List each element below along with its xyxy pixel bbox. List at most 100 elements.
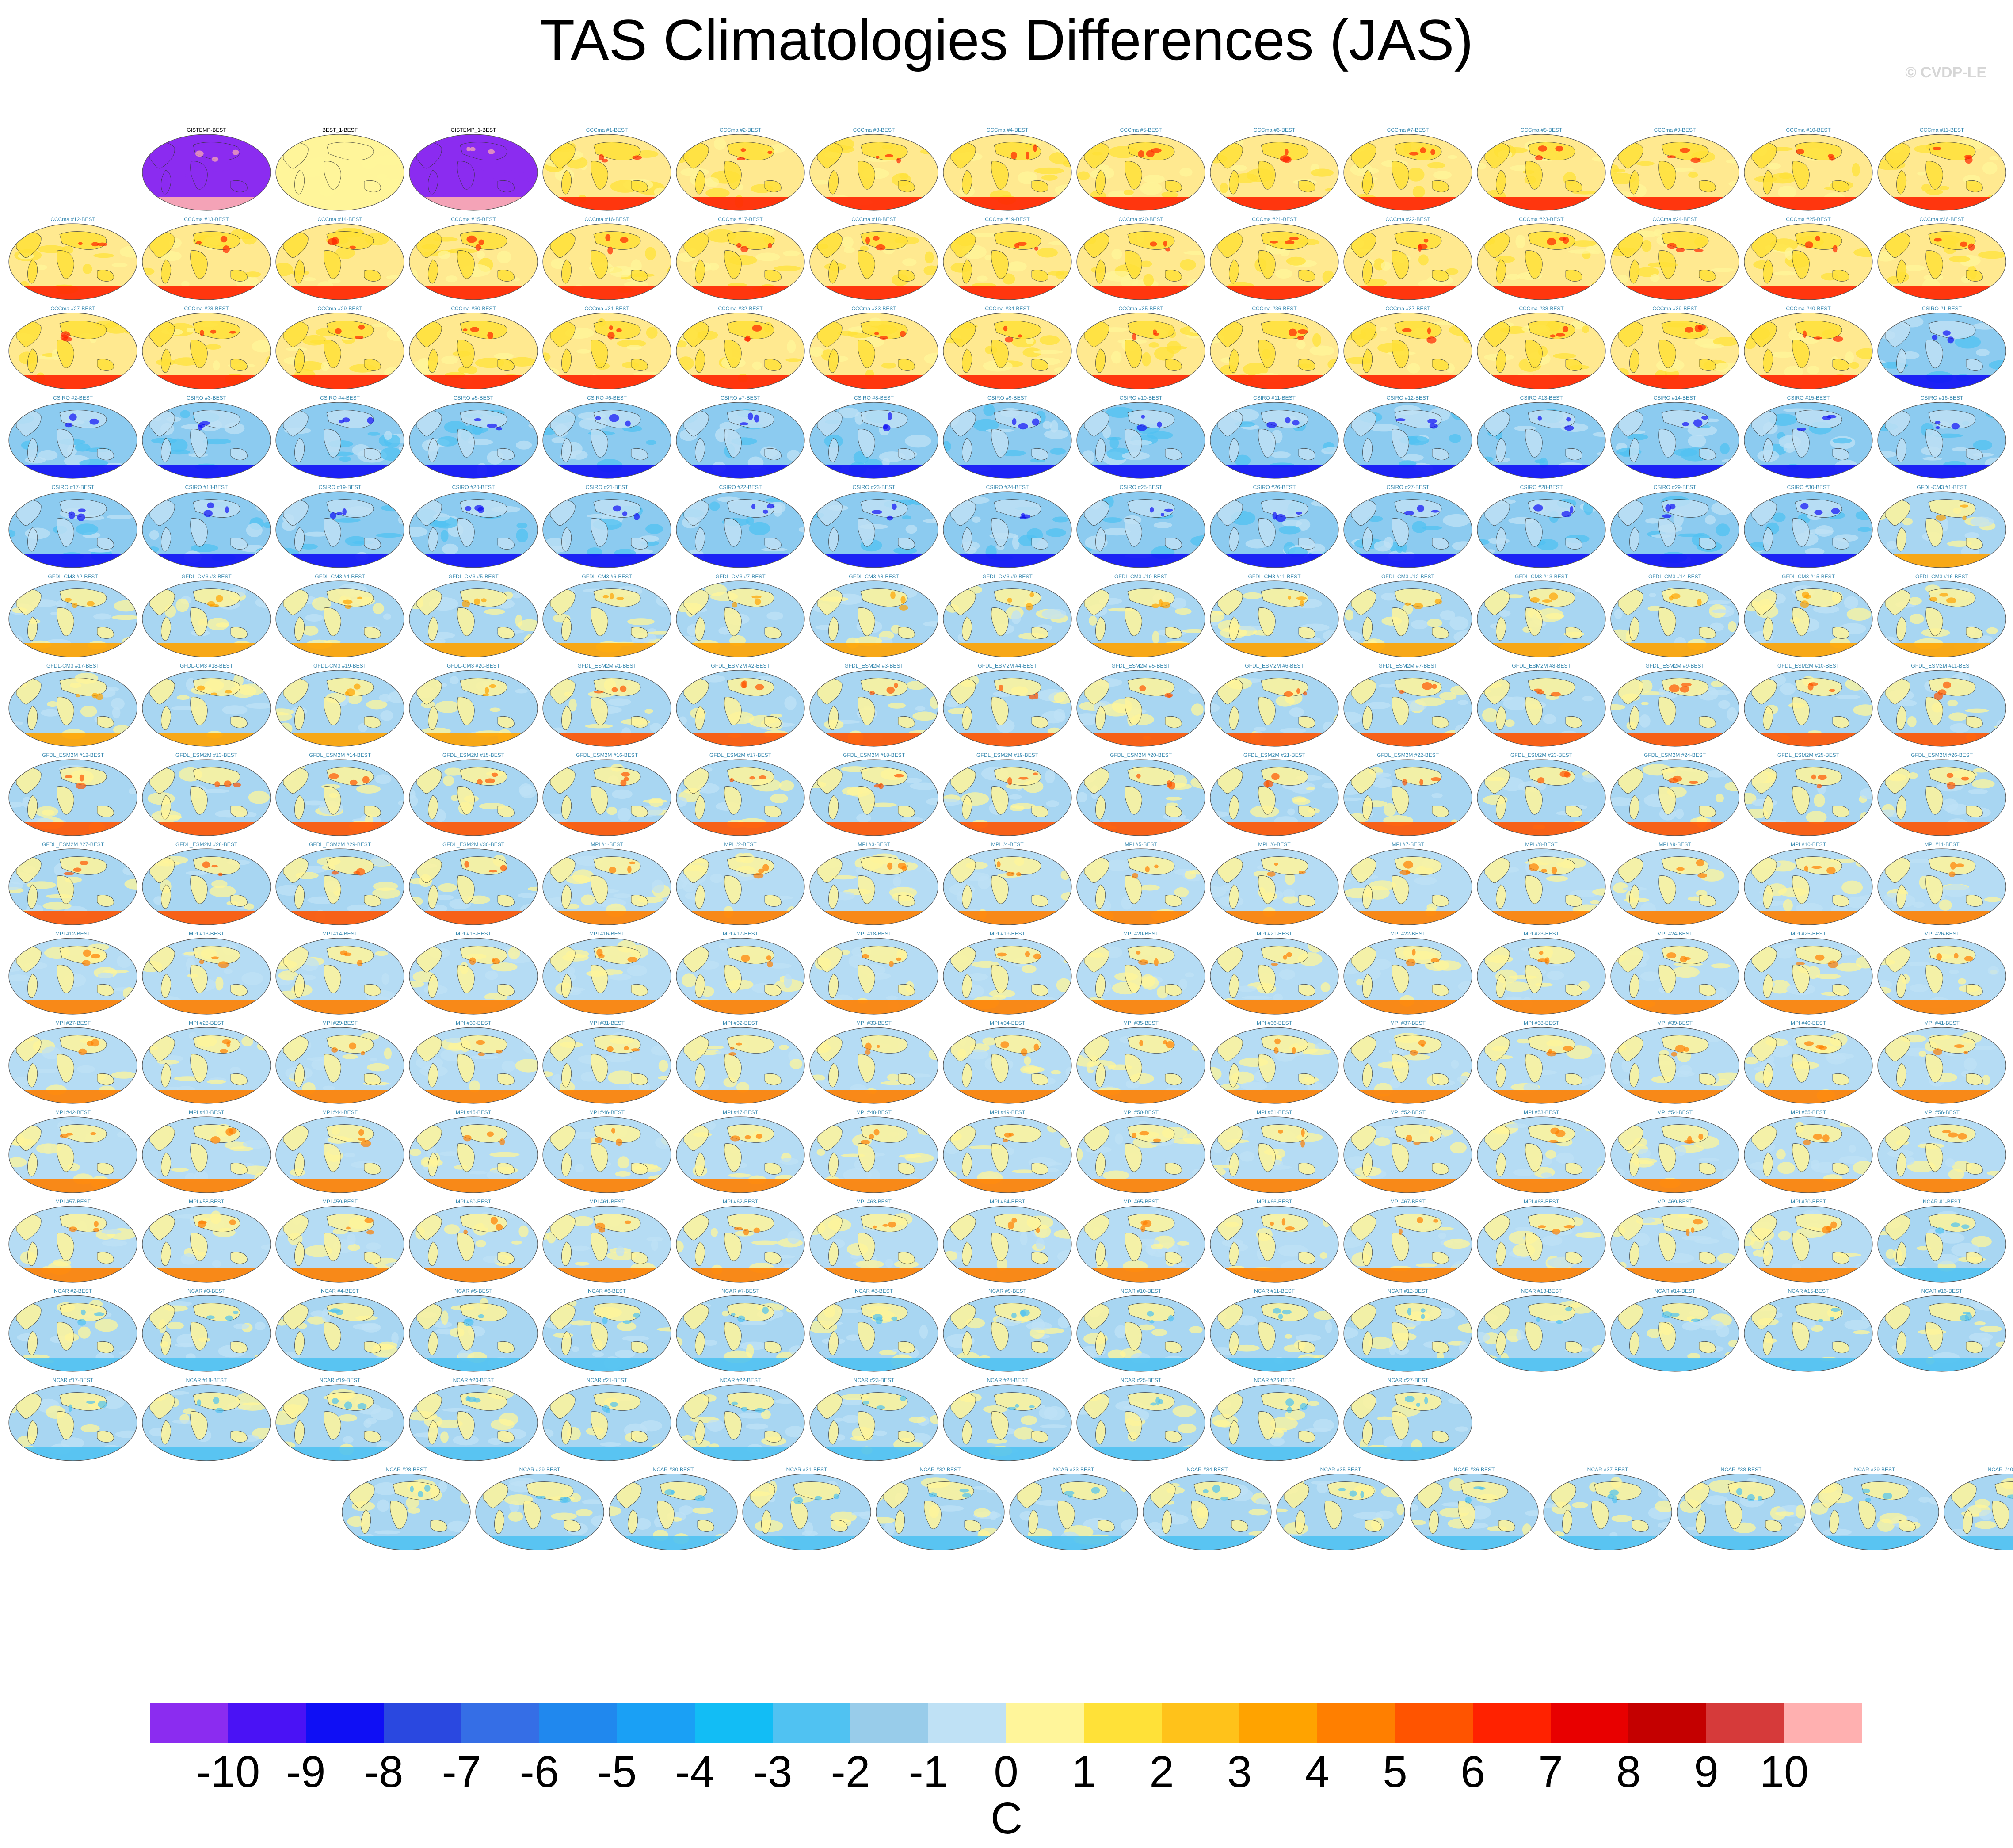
map-panel: GFDL_ESM2M #11-BEST	[1877, 663, 2006, 747]
map-panel: MPI #58-BEST	[142, 1199, 271, 1283]
panel-title: MPI #68-BEST	[1524, 1199, 1559, 1205]
colorbar-swatch	[773, 1703, 851, 1743]
map-panel: NCAR #23-BEST	[809, 1377, 938, 1461]
panel-title: GFDL-CM3 #16-BEST	[1915, 573, 1969, 580]
panel-title: GFDL-CM3 #13-BEST	[1515, 573, 1568, 580]
panel-title: CSIRO #22-BEST	[719, 484, 762, 490]
map-panel: CSIRO #24-BEST	[943, 484, 1072, 568]
panel-title: CCCma #32-BEST	[718, 305, 763, 312]
panel-title: NCAR #14-BEST	[1655, 1288, 1696, 1294]
panel-title: CCCma #40-BEST	[1786, 305, 1831, 312]
panel-title: NCAR #6-BEST	[588, 1288, 626, 1294]
map-panel: GFDL-CM3 #5-BEST	[409, 573, 538, 657]
panel-title: GFDL_ESM2M #12-BEST	[42, 752, 104, 758]
panel-title: MPI #69-BEST	[1657, 1199, 1693, 1205]
map-panel: MPI #48-BEST	[809, 1109, 938, 1193]
map-panel: CCCma #22-BEST	[1343, 216, 1472, 300]
map-panel: CCCma #34-BEST	[943, 305, 1072, 389]
map-panel: MPI #22-BEST	[1343, 931, 1472, 1015]
map-panel: MPI #26-BEST	[1877, 931, 2006, 1015]
panel-title: CCCma #10-BEST	[1786, 127, 1831, 133]
map-panel: NCAR #26-BEST	[1210, 1377, 1339, 1461]
map-panel: GFDL_ESM2M #16-BEST	[542, 752, 671, 836]
panel-title: NCAR #22-BEST	[720, 1377, 761, 1383]
colorbar-tick-label: 8	[1616, 1747, 1641, 1797]
colorbar-tick-label: 0	[994, 1747, 1018, 1797]
colorbar-tick-label: -7	[442, 1747, 481, 1797]
map-panel: MPI #60-BEST	[409, 1199, 538, 1283]
panel-title: MPI #55-BEST	[1791, 1109, 1826, 1115]
panel-title: NCAR #36-BEST	[1454, 1466, 1495, 1473]
colorbar-tick-label: -1	[909, 1747, 948, 1797]
map-panel: MPI #2-BEST	[676, 841, 805, 925]
map-panel: MPI #15-BEST	[409, 931, 538, 1015]
panel-title: MPI #46-BEST	[589, 1109, 625, 1115]
panel-title: NCAR #8-BEST	[855, 1288, 893, 1294]
panel-title: MPI #31-BEST	[589, 1020, 625, 1026]
panel-title: MPI #13-BEST	[189, 931, 225, 937]
map-panel: GFDL-CM3 #19-BEST	[275, 663, 404, 747]
panel-title: NCAR #10-BEST	[1121, 1288, 1162, 1294]
map-panel: CCCma #26-BEST	[1877, 216, 2006, 300]
panel-title: MPI #16-BEST	[589, 931, 625, 937]
map-panel: GFDL_ESM2M #4-BEST	[943, 663, 1072, 747]
colorbar-swatch	[1395, 1703, 1473, 1743]
panel-title: MPI #30-BEST	[456, 1020, 492, 1026]
map-panel: MPI #30-BEST	[409, 1020, 538, 1104]
panel-title: MPI #3-BEST	[858, 841, 890, 848]
panel-title: MPI #1-BEST	[591, 841, 623, 848]
map-panel: MPI #62-BEST	[676, 1199, 805, 1283]
map-panel: GFDL-CM3 #20-BEST	[409, 663, 538, 747]
colorbar-swatch	[928, 1703, 1006, 1743]
map-panel: CCCma #8-BEST	[1477, 127, 1606, 211]
map-panel: GFDL-CM3 #7-BEST	[676, 573, 805, 657]
panel-title: GFDL_ESM2M #19-BEST	[976, 752, 1039, 758]
map-panel: GFDL_ESM2M #6-BEST	[1210, 663, 1339, 747]
panel-title: GFDL_ESM2M #13-BEST	[175, 752, 238, 758]
panel-title: CSIRO #14-BEST	[1654, 395, 1697, 401]
colorbar-swatch	[1473, 1703, 1551, 1743]
panel-title: GFDL_ESM2M #27-BEST	[42, 841, 104, 848]
panel-title: CCCma #33-BEST	[851, 305, 896, 312]
panel-title: MPI #28-BEST	[189, 1020, 225, 1026]
panel-title: MPI #4-BEST	[991, 841, 1024, 848]
map-panel: MPI #35-BEST	[1076, 1020, 1205, 1104]
panel-title: MPI #56-BEST	[1924, 1109, 1960, 1115]
panel-title: CSIRO #13-BEST	[1520, 395, 1563, 401]
map-panel: NCAR #10-BEST	[1076, 1288, 1205, 1372]
panel-title: CSIRO #4-BEST	[320, 395, 360, 401]
colorbar-swatch	[1162, 1703, 1240, 1743]
map-panel: NCAR #11-BEST	[1210, 1288, 1339, 1372]
map-panel: CCCma #1-BEST	[542, 127, 671, 211]
panel-title: CSIRO #25-BEST	[1120, 484, 1163, 490]
colorbar-swatch	[1239, 1703, 1318, 1743]
panel-title: MPI #36-BEST	[1257, 1020, 1292, 1026]
panel-title: CCCma #6-BEST	[1254, 127, 1296, 133]
panel-title: MPI #61-BEST	[589, 1199, 625, 1205]
colorbar-tick-label: 4	[1305, 1747, 1330, 1797]
panel-title: NCAR #24-BEST	[987, 1377, 1028, 1383]
map-panel: MPI #4-BEST	[943, 841, 1072, 925]
panel-title: MPI #32-BEST	[723, 1020, 759, 1026]
map-panel: MPI #61-BEST	[542, 1199, 671, 1283]
map-panel: MPI #16-BEST	[542, 931, 671, 1015]
map-panel: MPI #65-BEST	[1076, 1199, 1205, 1283]
colorbar-swatch	[1317, 1703, 1395, 1743]
map-panel: CSIRO #13-BEST	[1477, 395, 1606, 479]
map-panel: CSIRO #6-BEST	[542, 395, 671, 479]
panel-title: GISTEMP_1-BEST	[451, 127, 496, 133]
panel-title: NCAR #29-BEST	[519, 1466, 560, 1473]
map-panel: MPI #44-BEST	[275, 1109, 404, 1193]
panel-title: NCAR #3-BEST	[187, 1288, 226, 1294]
panel-title: NCAR #30-BEST	[653, 1466, 694, 1473]
panel-title: CCCma #11-BEST	[1920, 127, 1964, 133]
panel-title: MPI #14-BEST	[322, 931, 358, 937]
colorbar-swatch	[1784, 1703, 1862, 1743]
panel-title: MPI #59-BEST	[322, 1199, 358, 1205]
panel-title: CSIRO #29-BEST	[1654, 484, 1697, 490]
panel-title: CCCma #35-BEST	[1118, 305, 1163, 312]
panel-title: MPI #2-BEST	[724, 841, 757, 848]
panel-title: CSIRO #15-BEST	[1787, 395, 1830, 401]
panel-title: MPI #66-BEST	[1257, 1199, 1292, 1205]
panel-title: CSIRO #3-BEST	[187, 395, 227, 401]
